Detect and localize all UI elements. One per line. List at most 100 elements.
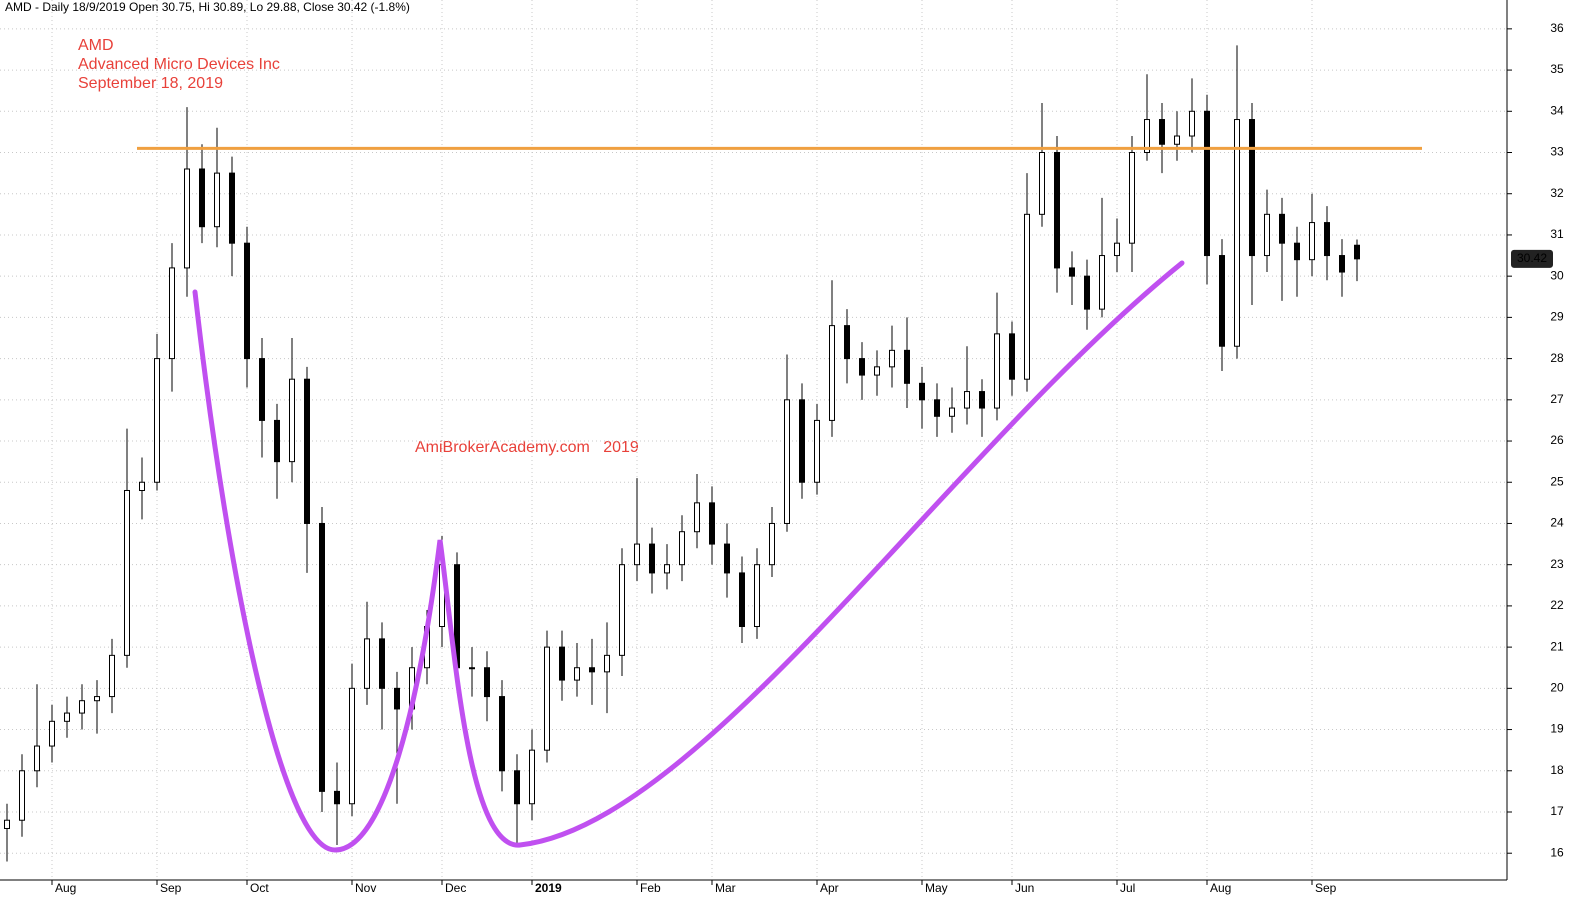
y-tick-label: 29 — [1550, 310, 1564, 324]
candle-body — [1024, 213, 1030, 380]
x-tick-label: Mar — [715, 881, 736, 895]
candle-body — [514, 770, 520, 805]
candle-body — [874, 366, 880, 376]
candle-body — [484, 667, 490, 698]
candle-body — [1099, 255, 1105, 310]
candle-body — [784, 399, 790, 524]
candle-body — [169, 267, 175, 360]
candle-body — [469, 667, 475, 670]
candle-body — [799, 399, 805, 483]
last-price-label: 30.42 — [1517, 251, 1547, 265]
y-tick-label: 23 — [1550, 557, 1564, 571]
candle-body — [154, 358, 160, 483]
candle-body — [379, 638, 385, 689]
y-tick-label: 21 — [1550, 639, 1564, 653]
y-tick-label: 19 — [1550, 722, 1564, 736]
candle-body — [844, 325, 850, 360]
candle-body — [619, 564, 625, 656]
x-tick-label: Nov — [355, 881, 376, 895]
annotation: AmiBrokerAcademy.com 2019 — [415, 439, 639, 456]
candle-body — [1129, 152, 1135, 244]
annotation: Advanced Micro Devices Inc — [78, 56, 280, 73]
y-tick-label: 35 — [1550, 62, 1564, 76]
candle-body — [319, 522, 325, 792]
candle-body — [1159, 119, 1165, 145]
y-tick-label: 25 — [1550, 474, 1564, 488]
x-tick-label: Jun — [1015, 881, 1034, 895]
candle-body — [124, 489, 130, 656]
candles — [4, 45, 1360, 862]
candle-body — [1039, 152, 1045, 215]
candle-body — [1054, 152, 1060, 269]
candle-body — [694, 502, 700, 533]
candle-body — [544, 646, 550, 751]
y-tick-label: 16 — [1550, 845, 1564, 859]
y-tick-label: 20 — [1550, 681, 1564, 695]
candle-body — [244, 242, 250, 360]
candle-body — [1009, 333, 1015, 380]
y-tick-label: 30 — [1550, 268, 1564, 282]
candle-body — [979, 391, 985, 409]
annotation: September 18, 2019 — [78, 75, 223, 92]
y-tick-label: 27 — [1550, 392, 1564, 406]
x-tick-label: Apr — [820, 881, 839, 895]
candle-body — [949, 407, 955, 417]
candle-body — [919, 382, 925, 401]
candle-body — [769, 522, 775, 566]
candle-body — [109, 654, 115, 698]
candle-body — [604, 654, 610, 673]
candle-body — [664, 564, 670, 574]
candle-body — [349, 687, 355, 805]
candle-body — [64, 712, 70, 722]
chart-header: AMD - Daily 18/9/2019 Open 30.75, Hi 30.… — [5, 0, 410, 14]
candle-body — [394, 687, 400, 710]
candle-body — [34, 745, 40, 772]
candle-body — [259, 358, 265, 421]
candle-body — [364, 638, 370, 689]
candle-body — [94, 696, 100, 702]
candle-body — [529, 749, 535, 805]
candle-body — [634, 543, 640, 566]
candle-body — [229, 172, 235, 244]
candle-body — [904, 349, 910, 384]
candle-body — [724, 543, 730, 574]
candle-body — [1354, 244, 1360, 260]
candle-body — [574, 667, 580, 681]
y-tick-label: 34 — [1550, 103, 1564, 117]
candle-body — [589, 667, 595, 673]
y-tick-label: 22 — [1550, 598, 1564, 612]
candle-body — [1279, 213, 1285, 244]
candle-body — [1339, 255, 1345, 273]
y-tick-label: 24 — [1550, 516, 1564, 530]
x-tick-label: Sep — [1315, 881, 1337, 895]
candle-body — [1309, 222, 1315, 261]
x-tick-label: 2019 — [535, 881, 562, 895]
y-tick-label: 18 — [1550, 763, 1564, 777]
candle-body — [1249, 119, 1255, 257]
x-tick-label: Aug — [1210, 881, 1231, 895]
y-tick-label: 26 — [1550, 433, 1564, 447]
candle-body — [139, 481, 145, 491]
candle-body — [184, 168, 190, 269]
candle-body — [1144, 119, 1150, 154]
candle-body — [1084, 275, 1090, 310]
candle-body — [214, 172, 220, 228]
candle-body — [739, 572, 745, 628]
candle-body — [964, 391, 970, 409]
candle-body — [649, 543, 655, 574]
y-tick-label: 32 — [1550, 186, 1564, 200]
candle-body — [274, 419, 280, 463]
candle-body — [4, 819, 10, 829]
x-tick-label: Sep — [160, 881, 182, 895]
y-tick-label: 31 — [1550, 227, 1564, 241]
candle-body — [1069, 267, 1075, 277]
grid — [0, 0, 1507, 880]
y-tick-label: 36 — [1550, 21, 1564, 35]
x-tick-label: Jul — [1120, 881, 1135, 895]
candle-body — [829, 325, 835, 421]
candle-body — [334, 790, 340, 805]
candle-body — [1174, 135, 1180, 145]
last-price-box — [1511, 249, 1553, 268]
candle-body — [289, 378, 295, 463]
candle-body — [1189, 110, 1195, 137]
